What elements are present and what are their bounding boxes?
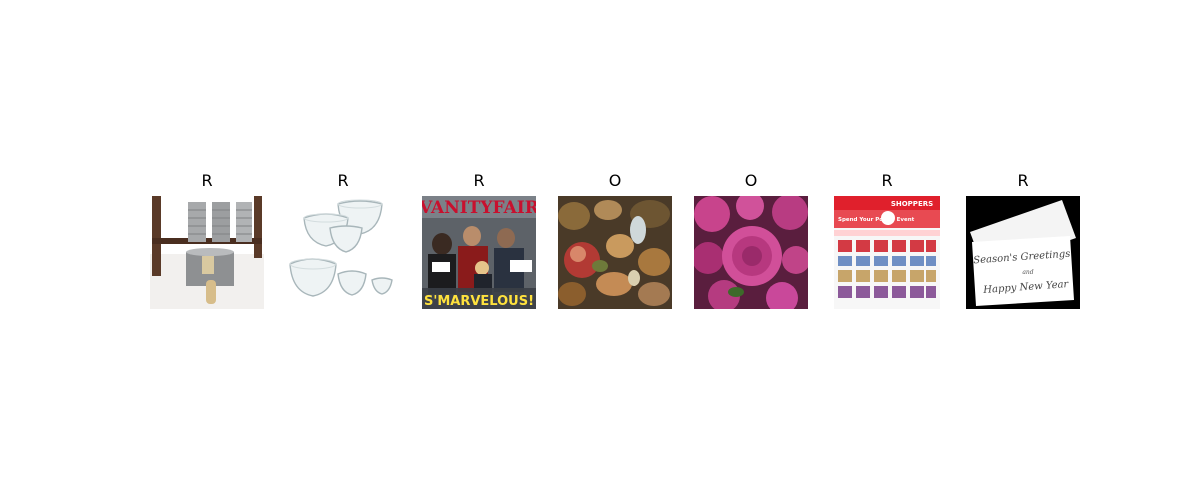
- magazine-cover-image: VANITYFAIR S'MARVELOUS!: [422, 196, 536, 309]
- card-line-2: and: [1022, 269, 1033, 276]
- panel-label: O: [744, 171, 758, 190]
- panel-label: R: [881, 171, 893, 190]
- svg-text:VANITYFAIR: VANITYFAIR: [422, 198, 536, 218]
- panel-6: R SHOPPERS Spend Your Points Event: [830, 170, 944, 309]
- panel-label: R: [201, 171, 213, 190]
- flyer-header: SHOPPERS: [891, 200, 933, 208]
- panel-5: O: [694, 170, 808, 309]
- greeting-card-image: Season's Greetings and Happy New Year: [966, 196, 1080, 309]
- panel-7: R Season's Greetings and Happy New Year: [966, 170, 1080, 309]
- pink-dahlias-image: [694, 196, 808, 309]
- panel-2: R: [286, 170, 400, 309]
- flyer-headline: Spend Your Points Event: [838, 217, 915, 223]
- panel-4: O: [558, 170, 672, 309]
- panel-1: R: [150, 170, 264, 309]
- cover-caption: S'MARVELOUS!: [424, 294, 534, 309]
- panel-label: R: [1017, 171, 1029, 190]
- food-scraps-image: [558, 196, 672, 309]
- panel-3: R VANITYFAIR S'MARVELOUS!: [422, 170, 536, 309]
- panel-label: R: [337, 171, 349, 190]
- retail-flyer-image: SHOPPERS Spend Your Points Event: [830, 196, 944, 309]
- panel-label: O: [608, 171, 622, 190]
- panel-label: R: [473, 171, 485, 190]
- tin-cans-image: [150, 196, 264, 309]
- glass-bowls-image: [286, 196, 400, 309]
